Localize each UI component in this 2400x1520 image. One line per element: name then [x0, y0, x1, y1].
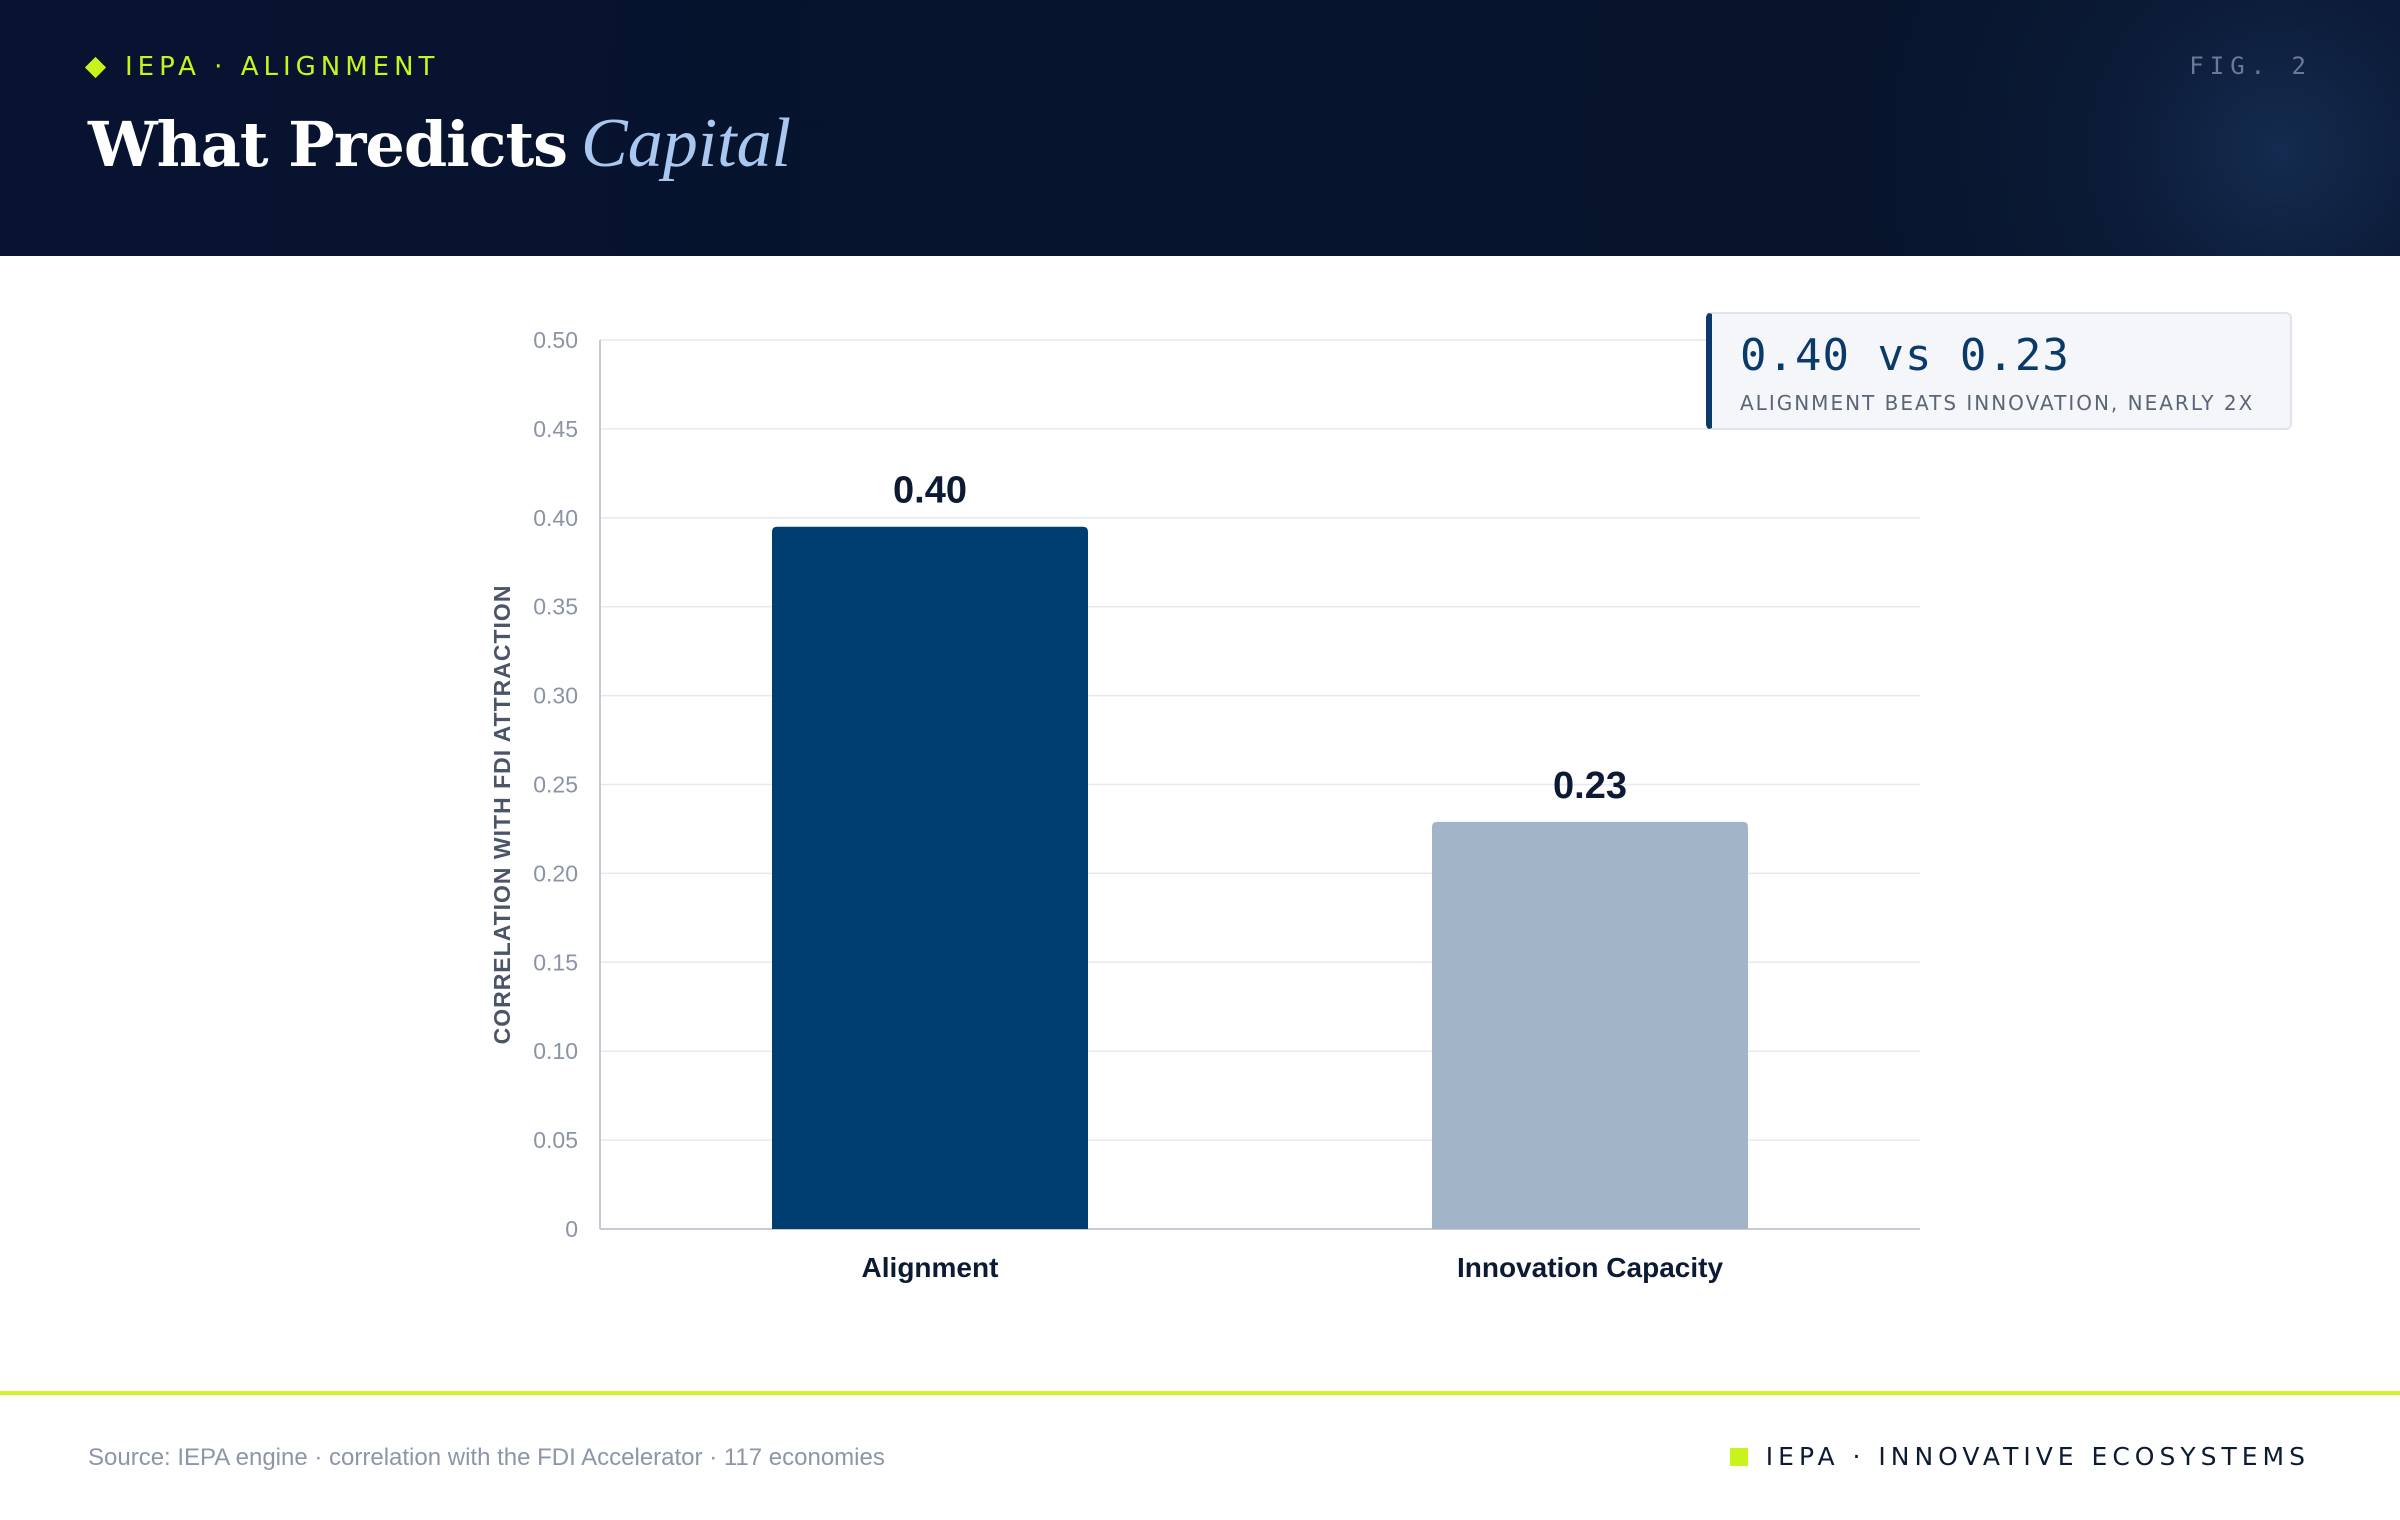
y-tick-label: 0.20 [533, 860, 578, 886]
page-title: What Predicts Capital [88, 104, 791, 184]
brand-label: IEPA · INNOVATIVE ECOSYSTEMS [1765, 1442, 2310, 1471]
y-tick-label: 0.15 [533, 949, 578, 975]
bar-chart: 0 0.05 0.10 0.15 0.20 0.25 0.30 0.35 0.40 0.45 0.5… [489, 327, 1920, 1283]
x-tick-label: Alignment [862, 1252, 999, 1283]
title-accent: Capital [581, 105, 792, 182]
y-tick-label: 0.35 [533, 594, 578, 620]
y-tick-label: 0.45 [533, 416, 578, 442]
bar-innovation-capacity [1432, 821, 1748, 1229]
kicker: IEPA · ALIGNMENT [84, 50, 440, 84]
y-tick-label: 0.30 [533, 683, 578, 709]
callout-box: 0.40 vs 0.23 ALIGNMENT BEATS INNOVATION,… [1706, 312, 2292, 430]
diamond-icon [84, 56, 107, 78]
y-tick-label: 0.25 [533, 772, 578, 798]
y-tick-label: 0.10 [533, 1038, 578, 1064]
bar-alignment [772, 526, 1088, 1229]
square-icon [1729, 1447, 1748, 1466]
y-axis-title: CORRELATION WITH FDI ATTRACTION [489, 585, 515, 1045]
figure-label: FIG. 2 [2189, 52, 2312, 80]
callout-subline: ALIGNMENT BEATS INNOVATION, NEARLY 2X [1740, 391, 2255, 415]
y-tick-label: 0.40 [533, 505, 578, 531]
data-label: 0.40 [893, 470, 967, 512]
title-main: What Predicts [88, 108, 568, 181]
footer-divider [0, 1391, 2400, 1395]
y-tick-label: 0 [565, 1216, 578, 1242]
kicker-label: IEPA · ALIGNMENT [125, 52, 440, 82]
x-tick-label: Innovation Capacity [1457, 1252, 1723, 1283]
y-tick-label: 0.05 [533, 1127, 578, 1153]
data-label: 0.23 [1553, 765, 1627, 807]
callout-headline: 0.40 vs 0.23 [1740, 330, 2070, 381]
header-band: IEPA · ALIGNMENT FIG. 2 What Predicts Cap… [0, 0, 2400, 256]
y-tick-label: 0.50 [533, 327, 578, 353]
footer-brand: IEPA · INNOVATIVE ECOSYSTEMS [1729, 1442, 2310, 1471]
source-note: Source: IEPA engine · correlation with t… [88, 1444, 885, 1471]
